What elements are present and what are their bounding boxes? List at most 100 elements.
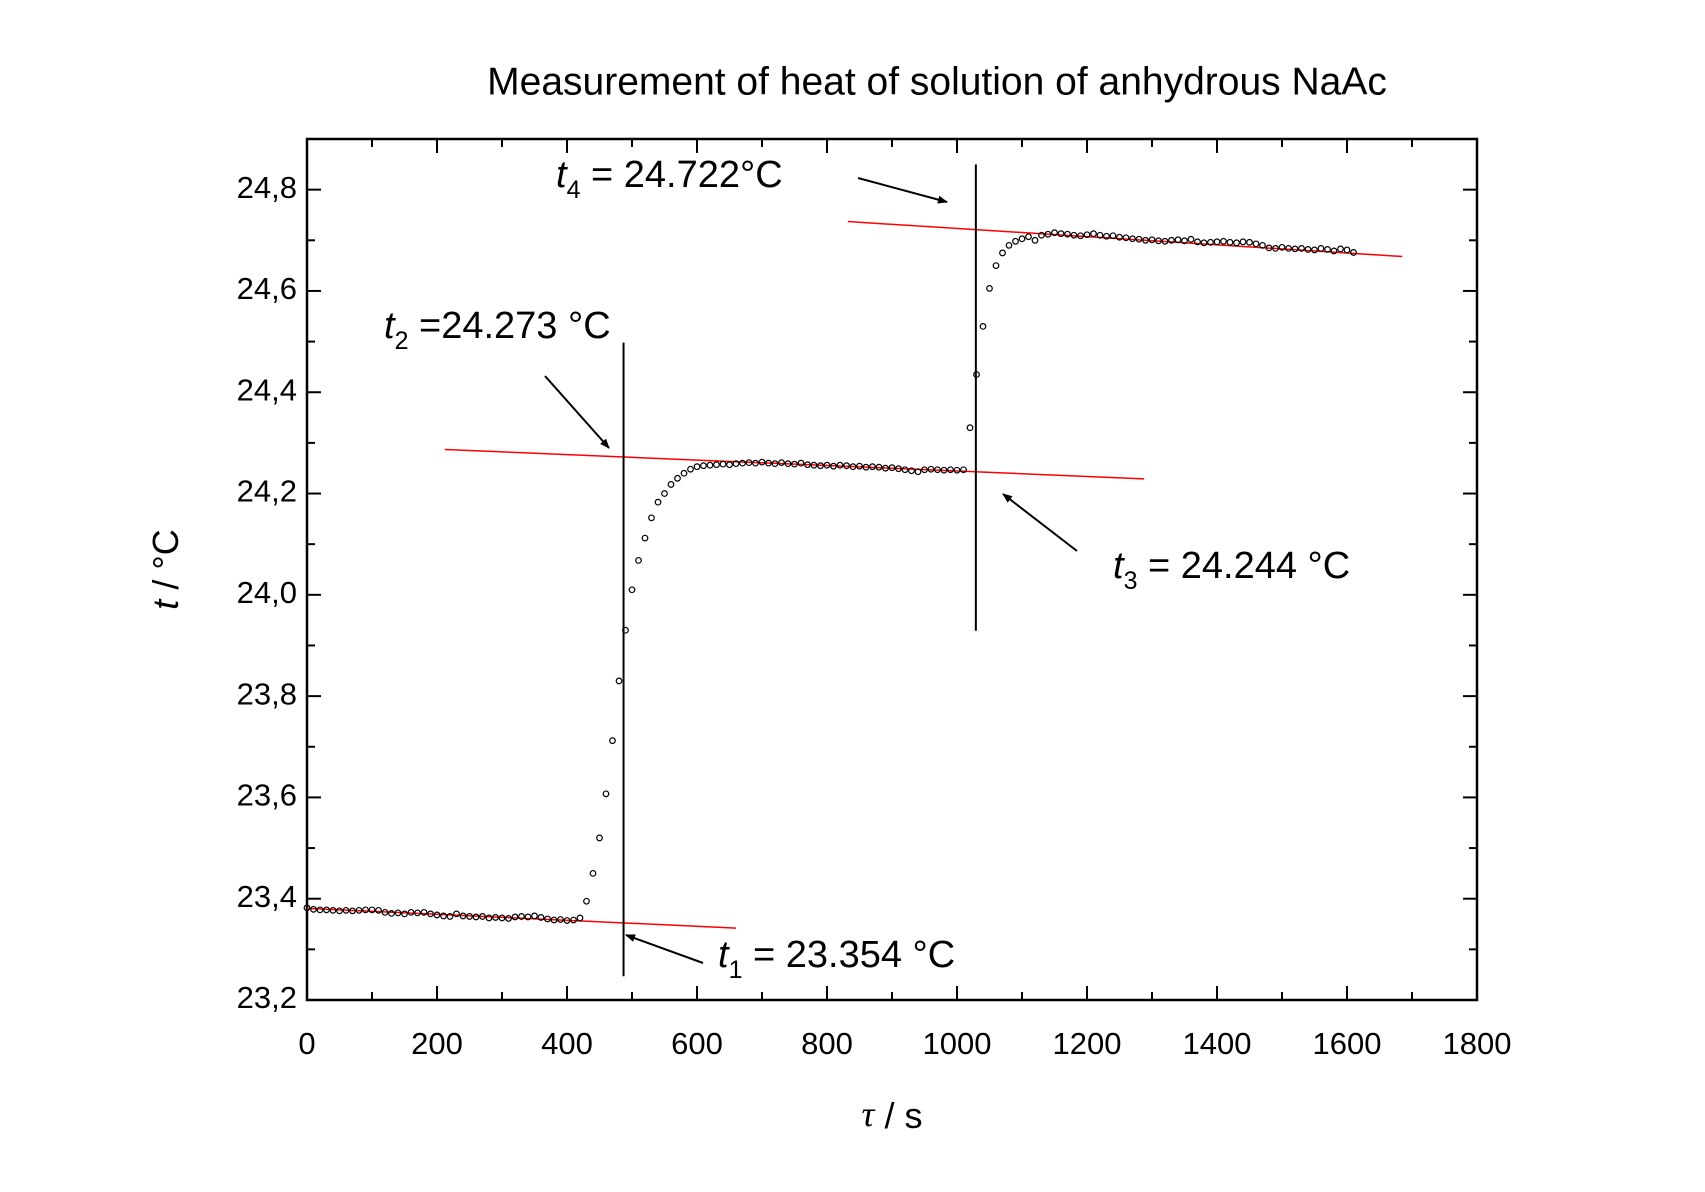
x-tick-label: 1200 [1053,1026,1122,1061]
arrow [625,934,704,964]
x-tick-label: 600 [671,1026,723,1061]
annotation-sub: 4 [567,176,581,204]
data-point [310,905,317,913]
data-point [745,459,753,467]
data-point [596,834,603,842]
x-tick-label: 1000 [923,1026,992,1061]
data-point [1122,234,1130,242]
x-tick-label: 1800 [1443,1026,1512,1061]
data-point [862,463,870,471]
data-point [505,915,512,922]
data-point [414,909,421,917]
data-point [615,677,623,685]
data-point [888,464,896,472]
data-point [1233,239,1240,247]
y-tick-label: 24,0 [237,575,297,610]
annotation-text: = 24.244 °C [1137,545,1350,587]
annotation-symbol: t [556,154,568,196]
data-point [706,461,714,469]
x-tick-label: 1600 [1313,1026,1382,1061]
data-point [726,461,733,469]
arrow [857,177,948,204]
data-point [446,913,454,920]
y-tick-label: 23,2 [237,980,297,1015]
x-tick-label: 200 [411,1026,463,1061]
y-tick-label: 24,6 [237,271,297,306]
data-point [901,466,909,474]
data-point [719,460,727,468]
data-point [1083,231,1091,239]
data-point [316,906,324,914]
data-point [1343,246,1351,254]
data-point [1057,230,1065,238]
data-point [953,466,961,474]
data-point [843,462,850,470]
annotation-symbol: t [1113,545,1125,587]
data-point [1174,236,1182,244]
data-point [355,906,363,914]
data-point [1187,235,1195,243]
data-point [1317,244,1325,252]
data-point [622,626,629,634]
data-point [303,904,311,912]
data-point [908,467,915,475]
data-point [1272,244,1279,252]
data-point [1103,232,1110,240]
y-axis-label: t / °C [145,529,186,609]
data-point [765,459,772,467]
annotation-symbol: t [384,305,396,347]
data-point [1155,237,1162,245]
data-point [1090,230,1097,238]
annotation-text: =24.273 °C [408,305,610,347]
data-point [960,466,967,474]
data-point [810,461,818,469]
data-point [921,466,928,474]
arrow [544,375,610,449]
x-tick-label: 400 [541,1026,593,1061]
data-point [1226,238,1234,246]
data-point [1096,231,1104,239]
y-tick-label: 23,6 [237,778,297,813]
data-point [1311,246,1318,254]
data-point [342,906,350,914]
annotation: t2 =24.273 °C [384,305,611,355]
data-point [778,459,785,467]
data-point [680,469,688,477]
data-point [609,737,616,745]
data-point [1018,235,1026,243]
data-point [856,462,863,470]
data-point [544,915,551,923]
data-point [654,498,662,506]
data-point [407,908,415,916]
data-point [999,249,1006,257]
data-point [375,906,382,914]
data-point [459,912,467,920]
data-point [1070,231,1078,239]
data-point [1064,230,1071,238]
data-point [1044,230,1052,238]
data-point [583,897,590,905]
data-point [1239,238,1247,246]
data-point [934,466,941,474]
data-point [1168,236,1175,244]
arrow [1002,493,1078,552]
data-point [1285,244,1292,252]
data-point [1200,239,1208,247]
data-point [771,460,779,468]
data-point [758,458,766,466]
y-tick-label: 24,4 [237,372,297,407]
data-point [1330,247,1338,255]
x-axis-symbol: τ [862,1094,876,1134]
data-point [570,916,577,924]
data-point [1148,236,1156,244]
data-point [440,912,447,920]
data-point [1005,241,1013,249]
data-point [394,909,402,917]
data-point [550,916,558,924]
data-point [1077,232,1084,240]
data-point [648,514,655,522]
y-tick-label: 24,8 [237,170,297,205]
annotation: t1 = 23.354 °C [718,934,955,984]
data-point [576,914,584,922]
